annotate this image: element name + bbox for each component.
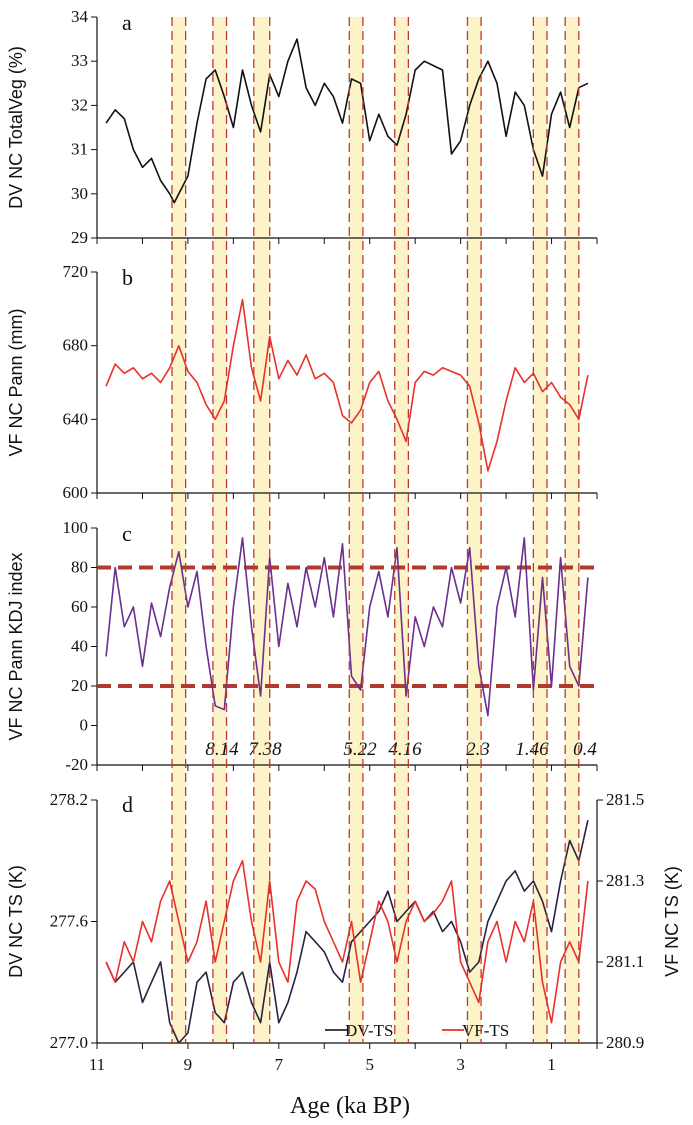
legend-label: DV-TS bbox=[345, 1021, 394, 1040]
highlight-band bbox=[253, 17, 270, 1043]
y-axis-label: VF NC Pann KDJ index bbox=[6, 552, 26, 740]
highlight-band bbox=[349, 17, 363, 1043]
x-tick-label: 1 bbox=[547, 1055, 556, 1074]
highlight-band bbox=[394, 17, 409, 1043]
y2-tick-label: 281.1 bbox=[606, 952, 644, 971]
x-tick-label: 7 bbox=[275, 1055, 284, 1074]
highlight-band bbox=[565, 17, 579, 1043]
highlight-band bbox=[467, 17, 482, 1043]
y-tick-label: 60 bbox=[71, 597, 88, 616]
panel-a: 29 30 31 32 33 34 DV NC TotalVeg (%) a bbox=[6, 7, 598, 247]
panel-b: 600 640 680 720 VF NC Pann (mm) b bbox=[6, 262, 598, 502]
y-tick-label: 278.2 bbox=[50, 790, 88, 809]
highlight-band bbox=[172, 17, 186, 1043]
series-line bbox=[105, 859, 589, 1024]
y-tick-label: 20 bbox=[71, 676, 88, 695]
event-age-label: 1.46 bbox=[515, 739, 549, 760]
y-tick-label: 277.6 bbox=[50, 912, 88, 931]
y2-axis-label: VF NC TS (K) bbox=[662, 866, 682, 977]
y-tick-label: 277.0 bbox=[50, 1033, 88, 1052]
panel-letter: b bbox=[122, 265, 133, 290]
series-line bbox=[105, 38, 589, 204]
highlight-band bbox=[533, 17, 547, 1043]
x-axis-title: Age (ka BP) bbox=[290, 1093, 410, 1119]
y-tick-label: 32 bbox=[71, 95, 88, 114]
y-tick-label: 40 bbox=[71, 637, 88, 656]
event-age-label: 0.4 bbox=[573, 739, 597, 760]
highlight-band bbox=[212, 17, 227, 1043]
y-tick-label: 80 bbox=[71, 558, 88, 577]
y-tick-label: 640 bbox=[63, 409, 89, 428]
panel-letter: c bbox=[122, 521, 132, 546]
y-tick-label: 680 bbox=[63, 336, 89, 355]
x-tick-label: 11 bbox=[89, 1055, 105, 1074]
panel-c: -20 0 20 40 60 80 100 VF NC Pann KDJ index c 8.14… bbox=[6, 518, 598, 774]
y-tick-label: 33 bbox=[71, 51, 88, 70]
y-tick-label: -20 bbox=[65, 755, 88, 774]
y2-tick-label: 280.9 bbox=[606, 1033, 644, 1052]
x-tick-label: 9 bbox=[184, 1055, 193, 1074]
x-tick-label: 5 bbox=[365, 1055, 374, 1074]
series-line bbox=[105, 820, 589, 1044]
event-age-label: 7.38 bbox=[248, 739, 282, 760]
y2-tick-label: 281.5 bbox=[606, 790, 644, 809]
series-line bbox=[105, 298, 589, 472]
event-age-label: 2.3 bbox=[466, 739, 490, 760]
y-tick-label: 600 bbox=[63, 483, 89, 502]
y-tick-label: 720 bbox=[63, 262, 89, 281]
event-age-label: 5.22 bbox=[343, 739, 377, 760]
y-tick-label: 34 bbox=[71, 7, 89, 26]
highlight-bands-layer bbox=[172, 17, 579, 1043]
y-axis-label: DV NC TotalVeg (%) bbox=[6, 46, 26, 209]
y-tick-label: 100 bbox=[63, 518, 89, 537]
y-axis-label: VF NC Pann (mm) bbox=[6, 308, 26, 456]
panel-d: 277.0 277.6 278.2 DV NC TS (K) d 280.9 281.1 28… bbox=[6, 790, 682, 1074]
y-tick-label: 30 bbox=[71, 184, 88, 203]
y-tick-label: 0 bbox=[80, 716, 89, 735]
event-age-label: 4.16 bbox=[388, 739, 422, 760]
y-tick-label: 31 bbox=[71, 140, 88, 159]
x-tick-label: 3 bbox=[456, 1055, 465, 1074]
panel-letter: a bbox=[122, 10, 132, 35]
band-lines-layer bbox=[171, 17, 580, 1043]
y-tick-label: 29 bbox=[71, 228, 88, 247]
panel-letter: d bbox=[122, 792, 133, 817]
series-line bbox=[105, 537, 589, 717]
event-age-label: 8.14 bbox=[205, 739, 239, 760]
y2-tick-label: 281.3 bbox=[606, 871, 644, 890]
y-axis-label: DV NC TS (K) bbox=[6, 865, 26, 978]
legend-label: VF-TS bbox=[462, 1021, 509, 1040]
